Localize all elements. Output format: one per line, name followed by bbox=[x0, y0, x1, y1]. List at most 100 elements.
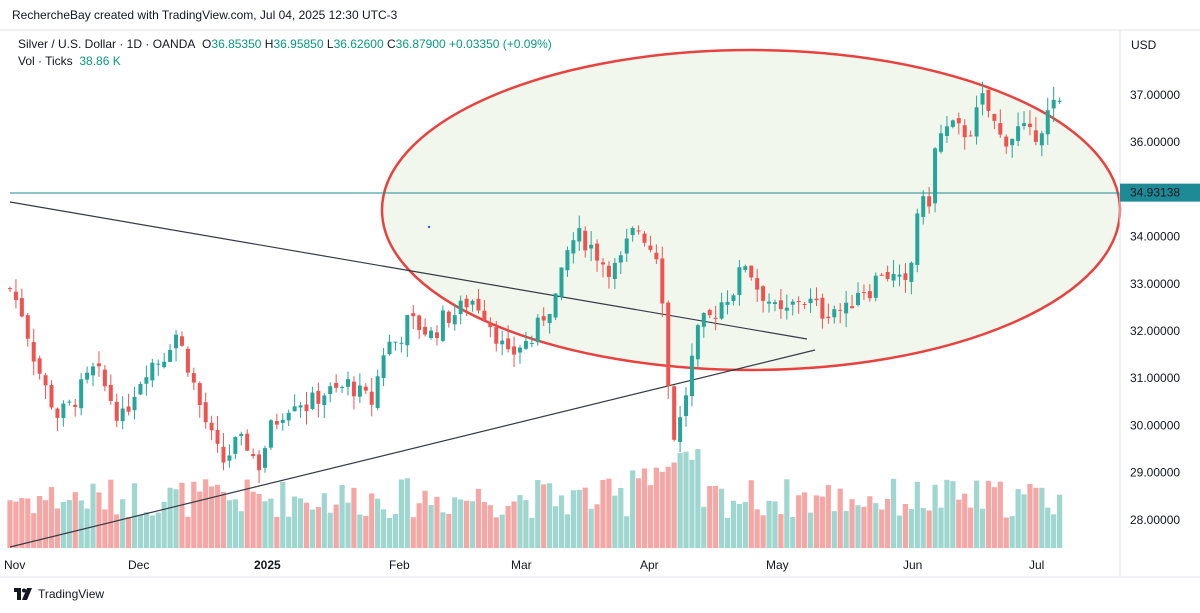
candle-body[interactable] bbox=[903, 273, 908, 280]
candle-body[interactable] bbox=[179, 336, 184, 346]
candle-body[interactable] bbox=[268, 420, 273, 448]
candle-body[interactable] bbox=[91, 366, 96, 376]
candle-body[interactable] bbox=[280, 419, 285, 423]
candle-body[interactable] bbox=[897, 274, 902, 277]
candle-body[interactable] bbox=[701, 313, 706, 327]
candle-body[interactable] bbox=[150, 362, 155, 381]
candle-body[interactable] bbox=[500, 340, 505, 345]
candle-body[interactable] bbox=[684, 395, 689, 417]
candle-body[interactable] bbox=[879, 274, 884, 276]
candle-body[interactable] bbox=[529, 343, 534, 345]
candle-body[interactable] bbox=[1027, 123, 1032, 128]
candle-body[interactable] bbox=[796, 301, 801, 303]
candle-body[interactable] bbox=[642, 233, 647, 243]
candle-body[interactable] bbox=[861, 292, 866, 294]
candle-body[interactable] bbox=[55, 408, 60, 418]
candle-body[interactable] bbox=[185, 348, 190, 373]
candle-body[interactable] bbox=[464, 298, 469, 308]
candle-body[interactable] bbox=[1004, 136, 1009, 147]
candle-body[interactable] bbox=[612, 262, 617, 279]
candle-body[interactable] bbox=[944, 126, 949, 137]
candle-body[interactable] bbox=[606, 265, 611, 277]
candle-body[interactable] bbox=[832, 309, 837, 318]
candle-body[interactable] bbox=[695, 325, 700, 360]
candle-body[interactable] bbox=[132, 396, 137, 411]
candle-body[interactable] bbox=[411, 313, 416, 317]
candle-body[interactable] bbox=[1051, 99, 1056, 109]
candle-body[interactable] bbox=[743, 266, 748, 270]
candle-body[interactable] bbox=[939, 133, 944, 152]
candle-body[interactable] bbox=[517, 347, 522, 353]
candle-body[interactable] bbox=[998, 123, 1003, 135]
candle-body[interactable] bbox=[968, 135, 973, 137]
candle-body[interactable] bbox=[19, 298, 24, 317]
candle-body[interactable] bbox=[867, 291, 872, 299]
candle-body[interactable] bbox=[174, 334, 179, 349]
candle-body[interactable] bbox=[227, 455, 232, 461]
candle-body[interactable] bbox=[844, 302, 849, 314]
candle-body[interactable] bbox=[808, 298, 813, 304]
candle-body[interactable] bbox=[168, 349, 173, 362]
candle-body[interactable] bbox=[737, 267, 742, 295]
candle-body[interactable] bbox=[298, 405, 303, 408]
candle-body[interactable] bbox=[1016, 126, 1021, 141]
candle-body[interactable] bbox=[197, 383, 202, 406]
candle-body[interactable] bbox=[292, 406, 297, 412]
candle-body[interactable] bbox=[429, 330, 434, 339]
candle-body[interactable] bbox=[126, 406, 131, 412]
candle-body[interactable] bbox=[547, 314, 552, 324]
candle-body[interactable] bbox=[772, 302, 777, 304]
candle-body[interactable] bbox=[915, 213, 920, 265]
candle-body[interactable] bbox=[820, 297, 825, 319]
candle-body[interactable] bbox=[719, 302, 724, 319]
candle-body[interactable] bbox=[446, 311, 451, 323]
candle-body[interactable] bbox=[144, 377, 149, 384]
candle-body[interactable] bbox=[956, 118, 961, 124]
candle-body[interactable] bbox=[512, 346, 517, 355]
candle-body[interactable] bbox=[494, 327, 499, 344]
candle-body[interactable] bbox=[49, 384, 54, 408]
candle-body[interactable] bbox=[1039, 133, 1044, 146]
candle-body[interactable] bbox=[666, 302, 671, 387]
candle-body[interactable] bbox=[933, 148, 938, 204]
candle-body[interactable] bbox=[873, 275, 878, 298]
candle-body[interactable] bbox=[67, 401, 72, 403]
volume-label[interactable]: Vol · Ticks bbox=[18, 54, 73, 68]
candle-body[interactable] bbox=[660, 258, 665, 304]
candle-body[interactable] bbox=[523, 340, 528, 349]
highlight-ellipse[interactable] bbox=[380, 48, 1122, 372]
candle-body[interactable] bbox=[108, 384, 113, 401]
candle-body[interactable] bbox=[927, 196, 932, 207]
candle-body[interactable] bbox=[434, 332, 439, 338]
candle-body[interactable] bbox=[73, 404, 78, 407]
candle-body[interactable] bbox=[850, 306, 855, 309]
candle-body[interactable] bbox=[974, 107, 979, 137]
candle-body[interactable] bbox=[458, 300, 463, 314]
candle-body[interactable] bbox=[423, 326, 428, 335]
candle-body[interactable] bbox=[630, 227, 635, 236]
candle-body[interactable] bbox=[138, 384, 143, 395]
candle-body[interactable] bbox=[375, 376, 380, 408]
candle-body[interactable] bbox=[274, 420, 279, 425]
candle-body[interactable] bbox=[826, 316, 831, 319]
candle-body[interactable] bbox=[351, 381, 356, 397]
candle-body[interactable] bbox=[61, 403, 66, 419]
ascending-trendline[interactable] bbox=[9, 349, 816, 548]
candle-body[interactable] bbox=[784, 307, 789, 311]
candle-body[interactable] bbox=[37, 358, 42, 374]
candle-body[interactable] bbox=[601, 262, 605, 265]
candle-body[interactable] bbox=[96, 363, 101, 367]
candle-body[interactable] bbox=[399, 342, 404, 344]
candle-body[interactable] bbox=[583, 230, 588, 251]
candle-body[interactable] bbox=[245, 433, 250, 451]
symbol-name[interactable]: Silver / U.S. Dollar · 1D · OANDA bbox=[18, 37, 196, 51]
candle-body[interactable] bbox=[618, 255, 623, 263]
candle-body[interactable] bbox=[215, 429, 220, 444]
candle-body[interactable] bbox=[328, 386, 333, 395]
candle-body[interactable] bbox=[440, 310, 445, 341]
candle-body[interactable] bbox=[624, 238, 629, 254]
candle-body[interactable] bbox=[470, 300, 475, 305]
candle-body[interactable] bbox=[363, 386, 368, 391]
candle-body[interactable] bbox=[257, 454, 262, 471]
